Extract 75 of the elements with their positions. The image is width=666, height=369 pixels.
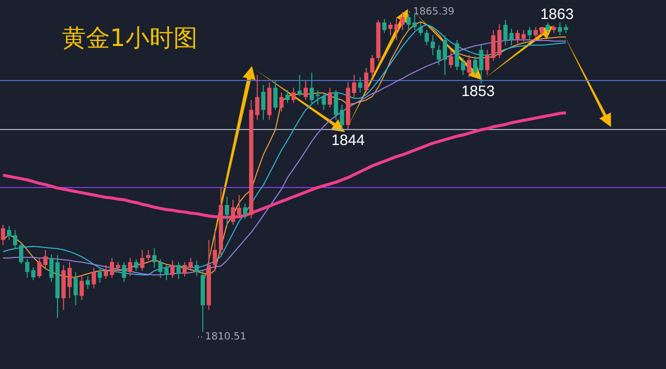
candlestick xyxy=(322,92,326,110)
candlestick xyxy=(212,230,218,271)
candlestick xyxy=(74,272,78,306)
candlestick xyxy=(509,28,514,46)
candlestick xyxy=(0,224,6,246)
candlestick xyxy=(13,230,18,250)
candlestick xyxy=(388,22,393,36)
text: 黄金1小时图 xyxy=(62,23,198,54)
candlestick xyxy=(37,258,42,278)
candlestick xyxy=(340,104,344,130)
candlestick xyxy=(558,22,562,36)
annotation: 1865.39 xyxy=(413,6,454,18)
candlestick xyxy=(358,76,362,93)
candlestick xyxy=(92,267,96,289)
candlestick xyxy=(194,260,199,277)
candlestick xyxy=(98,266,102,283)
annotation: 1844 xyxy=(331,132,365,150)
candlestick xyxy=(436,44,441,66)
candlestick xyxy=(285,90,290,104)
candlestick xyxy=(418,22,423,36)
candlestick xyxy=(467,54,472,78)
candlestick xyxy=(110,258,114,278)
candlestick xyxy=(454,39,460,71)
candlestick xyxy=(182,262,187,278)
candlestick xyxy=(291,87,296,104)
candlestick xyxy=(67,262,72,299)
candlestick xyxy=(279,92,284,112)
candlestick xyxy=(370,54,374,78)
candlestick xyxy=(19,242,24,264)
candlestick xyxy=(158,258,163,278)
candlestick xyxy=(298,74,302,96)
candlestick xyxy=(328,87,332,108)
candlestick xyxy=(515,30,520,44)
candlestick xyxy=(394,17,399,40)
candlestick xyxy=(43,249,48,268)
candlestick xyxy=(261,84,266,120)
candlestick xyxy=(400,12,405,31)
annotation: 1810.51 xyxy=(205,332,246,343)
candlestick xyxy=(146,249,150,261)
candlestick xyxy=(80,274,84,300)
candlestick xyxy=(170,260,175,278)
candlestick xyxy=(164,264,169,281)
candlestick xyxy=(442,34,448,76)
candlestick xyxy=(460,58,466,76)
candlestick xyxy=(86,276,90,290)
candlestick xyxy=(273,80,278,110)
candlestick xyxy=(521,30,526,42)
candlestick xyxy=(230,199,236,226)
candlestick xyxy=(546,22,550,34)
candlestick xyxy=(334,90,338,120)
candlestick xyxy=(140,249,144,272)
candlestick xyxy=(6,225,12,240)
candlestick xyxy=(424,30,429,46)
candlestick xyxy=(188,258,193,272)
candlestick xyxy=(412,14,417,31)
candlestick xyxy=(430,34,435,56)
candlestick xyxy=(352,74,356,98)
candlestick xyxy=(304,80,308,100)
annotation: 1853 xyxy=(461,83,495,100)
candlestick xyxy=(128,258,132,277)
candlestick xyxy=(528,26,532,40)
annotation: 1863 xyxy=(540,6,574,24)
candlestick xyxy=(406,14,411,31)
candlestick xyxy=(176,262,181,280)
candlestick xyxy=(49,254,54,282)
candlestick xyxy=(134,258,138,272)
candlestick xyxy=(224,196,230,226)
candlestick xyxy=(243,203,248,220)
candlestick xyxy=(364,67,368,93)
candlestick xyxy=(122,262,126,282)
candlestick xyxy=(503,20,508,46)
candlestick xyxy=(382,18,386,34)
candlestick xyxy=(236,194,242,219)
candlestick xyxy=(152,248,156,268)
candlestick xyxy=(448,49,454,68)
